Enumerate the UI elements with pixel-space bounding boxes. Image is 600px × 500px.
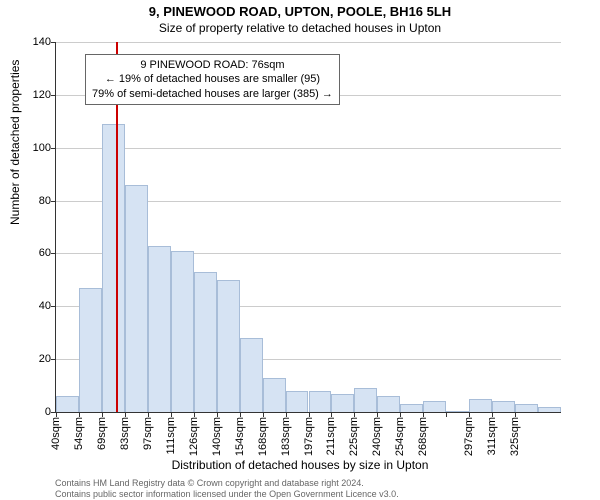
y-tick-mark — [51, 148, 56, 149]
y-axis-label: Number of detached properties — [8, 60, 22, 225]
chart-subtitle: Size of property relative to detached ho… — [0, 19, 600, 37]
annotation-line-2: ← 19% of detached houses are smaller (95… — [92, 72, 333, 86]
x-axis-label: Distribution of detached houses by size … — [0, 458, 600, 472]
y-tick-label: 140 — [21, 36, 51, 48]
histogram-bar — [400, 404, 423, 412]
histogram-bar — [240, 338, 263, 412]
x-tick-mark — [446, 412, 447, 417]
y-tick-label: 120 — [21, 89, 51, 101]
histogram-bar — [194, 272, 217, 412]
x-tick-label: 240sqm — [371, 417, 383, 456]
histogram-bar — [79, 288, 102, 412]
histogram-bar — [125, 185, 148, 412]
x-tick-label: 183sqm — [280, 417, 292, 456]
x-tick-label: 254sqm — [394, 417, 406, 456]
y-tick-mark — [51, 359, 56, 360]
x-tick-label: 54sqm — [73, 417, 85, 450]
histogram-bar — [446, 411, 469, 412]
y-tick-mark — [51, 95, 56, 96]
x-tick-label: 111sqm — [165, 417, 177, 455]
chart-plot-area: 02040608010012014040sqm54sqm69sqm83sqm97… — [55, 42, 560, 412]
x-tick-label: 197sqm — [303, 417, 315, 456]
x-tick-label: 40sqm — [50, 417, 62, 450]
x-tick-label: 268sqm — [417, 417, 429, 456]
histogram-bar — [263, 378, 286, 412]
y-tick-mark — [51, 42, 56, 43]
footer-line-2: Contains public sector information licen… — [55, 489, 399, 500]
y-tick-mark — [51, 253, 56, 254]
histogram-bar — [56, 396, 79, 412]
gridline — [56, 42, 561, 43]
footer-line-1: Contains HM Land Registry data © Crown c… — [55, 478, 399, 489]
y-tick-label: 0 — [21, 406, 51, 418]
annotation-line-1: 9 PINEWOOD ROAD: 76sqm — [92, 58, 333, 72]
histogram-bar — [217, 280, 240, 412]
y-tick-label: 20 — [21, 353, 51, 365]
histogram-bar — [309, 391, 332, 412]
y-tick-mark — [51, 306, 56, 307]
histogram-bar — [423, 401, 446, 412]
y-tick-label: 100 — [21, 142, 51, 154]
y-tick-label: 80 — [21, 195, 51, 207]
x-tick-label: 154sqm — [234, 417, 246, 456]
histogram-bar — [377, 396, 400, 412]
histogram-bar — [171, 251, 194, 412]
annotation-line-3: 79% of semi-detached houses are larger (… — [92, 87, 333, 101]
annotation-box: 9 PINEWOOD ROAD: 76sqm ← 19% of detached… — [85, 54, 340, 105]
footer-attribution: Contains HM Land Registry data © Crown c… — [55, 478, 399, 500]
chart-container: 9, PINEWOOD ROAD, UPTON, POOLE, BH16 5LH… — [0, 0, 600, 500]
histogram-bar — [492, 401, 515, 412]
x-tick-label: 325sqm — [509, 417, 521, 456]
histogram-bar — [469, 399, 492, 412]
x-tick-label: 69sqm — [96, 417, 108, 450]
y-tick-label: 60 — [21, 247, 51, 259]
chart-title: 9, PINEWOOD ROAD, UPTON, POOLE, BH16 5LH — [0, 0, 600, 19]
x-tick-label: 83sqm — [119, 417, 131, 450]
histogram-bar — [538, 407, 561, 412]
histogram-bar — [102, 124, 125, 412]
histogram-bar — [148, 246, 171, 413]
x-tick-label: 211sqm — [325, 417, 337, 455]
histogram-bar — [331, 394, 354, 413]
x-tick-label: 225sqm — [348, 417, 360, 456]
gridline — [56, 148, 561, 149]
histogram-bar — [286, 391, 309, 412]
y-tick-label: 40 — [21, 300, 51, 312]
x-tick-label: 297sqm — [463, 417, 475, 456]
y-tick-mark — [51, 201, 56, 202]
x-tick-label: 126sqm — [188, 417, 200, 456]
histogram-bar — [515, 404, 538, 412]
x-tick-label: 140sqm — [211, 417, 223, 456]
histogram-bar — [354, 388, 377, 412]
x-tick-label: 97sqm — [142, 417, 154, 450]
x-tick-label: 311sqm — [486, 417, 498, 455]
x-tick-label: 168sqm — [257, 417, 269, 456]
